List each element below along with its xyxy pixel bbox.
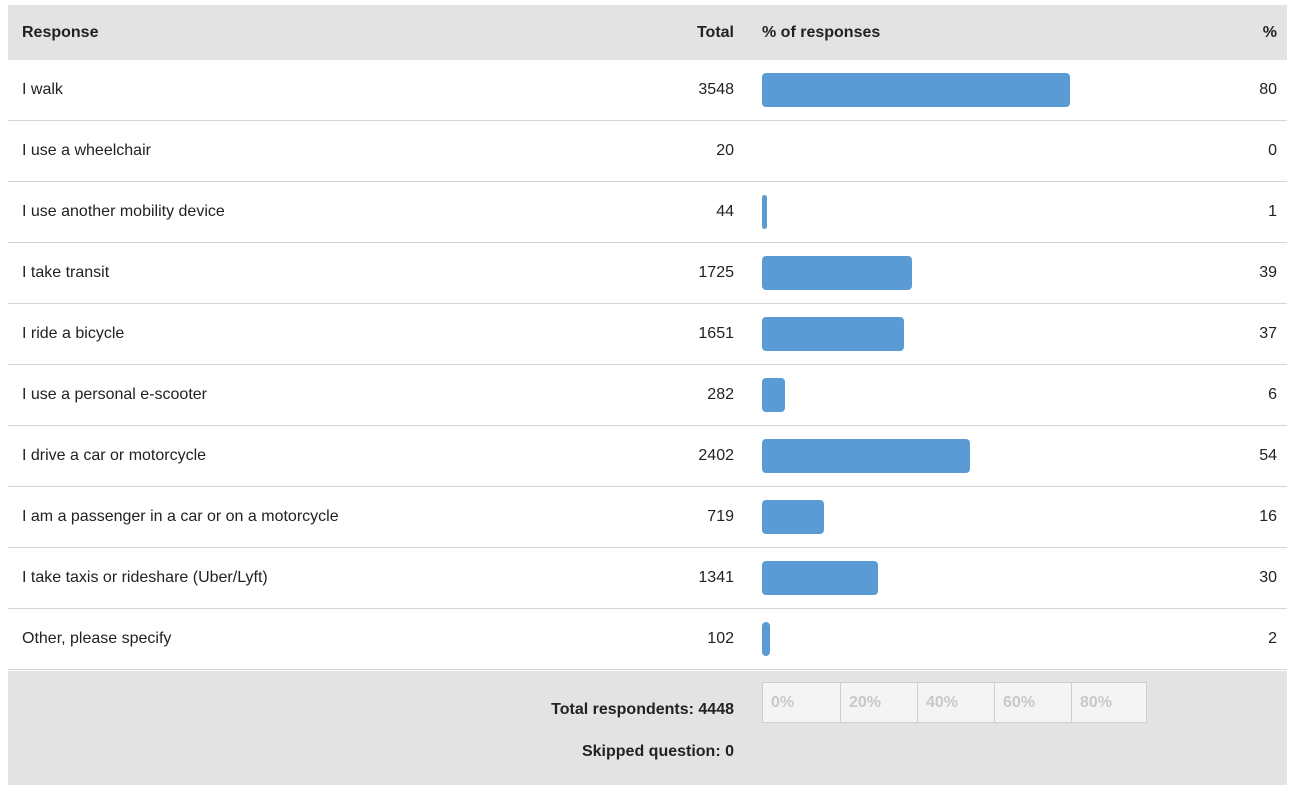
response-total: 1725 xyxy=(698,264,734,281)
response-label: I use a wheelchair xyxy=(22,142,151,159)
table-row: I use a wheelchair 20 0 xyxy=(8,121,1287,182)
total-respondents: Total respondents: 4448 xyxy=(551,701,734,718)
bar-area xyxy=(762,548,1147,608)
header-response: Response xyxy=(22,24,99,41)
response-percent: 80 xyxy=(1259,81,1277,98)
response-total: 2402 xyxy=(698,447,734,464)
axis-tick-label: 40% xyxy=(917,683,994,722)
response-percent: 0 xyxy=(1268,142,1277,159)
table-row: I am a passenger in a car or on a motorc… xyxy=(8,487,1287,548)
response-label: I take transit xyxy=(22,264,110,281)
response-label: I ride a bicycle xyxy=(22,325,125,342)
response-label: I use a personal e-scooter xyxy=(22,386,207,403)
table-row: I drive a car or motorcycle 2402 54 xyxy=(8,426,1287,487)
percent-bar xyxy=(762,622,770,656)
response-label: I drive a car or motorcycle xyxy=(22,447,207,464)
percent-bar xyxy=(762,256,913,290)
table-row: I walk 3548 80 xyxy=(8,60,1287,121)
axis-tick-label: 20% xyxy=(840,683,917,722)
bar-area xyxy=(762,121,1147,181)
response-percent: 54 xyxy=(1259,447,1277,464)
response-total: 719 xyxy=(707,508,734,525)
response-total: 1341 xyxy=(698,569,734,586)
percent-bar xyxy=(762,378,786,412)
bar-area xyxy=(762,182,1147,242)
percent-bar xyxy=(762,73,1070,107)
percent-bar xyxy=(762,439,970,473)
response-label: I walk xyxy=(22,81,63,98)
skipped-question: Skipped question: 0 xyxy=(581,743,734,760)
table-body: I walk 3548 80 I use a wheelchair 20 0 I use a… xyxy=(8,60,1287,670)
table-row: I use a personal e-scooter 282 6 xyxy=(8,365,1287,426)
percent-bar xyxy=(762,317,905,351)
bar-area xyxy=(762,243,1147,303)
table-row: I ride a bicycle 1651 37 xyxy=(8,304,1287,365)
bar-area xyxy=(762,304,1147,364)
table-row: Other, please specify 102 2 xyxy=(8,609,1287,670)
header-percent-of-responses: % of responses xyxy=(762,24,881,41)
response-total: 3548 xyxy=(698,81,734,98)
table-row: I take taxis or rideshare (Uber/Lyft) 134… xyxy=(8,548,1287,609)
bar-area xyxy=(762,365,1147,425)
response-percent: 37 xyxy=(1259,325,1277,342)
table-header: Response Total % of responses % xyxy=(8,5,1287,60)
response-total: 20 xyxy=(716,142,734,159)
header-percent: % xyxy=(1262,24,1277,41)
percent-bar xyxy=(762,561,878,595)
header-total: Total xyxy=(696,24,734,41)
response-label: I take taxis or rideshare (Uber/Lyft) xyxy=(22,569,268,586)
response-percent: 16 xyxy=(1259,508,1277,525)
percent-bar xyxy=(762,195,767,229)
percent-bar xyxy=(762,500,824,534)
response-label: I use another mobility device xyxy=(22,203,225,220)
response-percent: 39 xyxy=(1259,264,1277,281)
response-label: I am a passenger in a car or on a motorc… xyxy=(22,508,339,525)
response-percent: 2 xyxy=(1268,630,1277,647)
bar-area xyxy=(762,487,1147,547)
response-total: 1651 xyxy=(698,325,734,342)
table-footer: Total respondents: 4448 Skipped question… xyxy=(8,671,1287,785)
response-percent: 1 xyxy=(1268,203,1277,220)
response-total: 102 xyxy=(707,630,734,647)
percent-axis: 0% 20% 40% 60% 80% xyxy=(762,682,1147,723)
response-total: 282 xyxy=(707,386,734,403)
axis-tick-label: 60% xyxy=(994,683,1071,722)
table-row: I use another mobility device 44 1 xyxy=(8,182,1287,243)
axis-tick-label: 80% xyxy=(1071,683,1148,722)
response-percent: 6 xyxy=(1268,386,1277,403)
bar-area xyxy=(762,60,1147,120)
response-percent: 30 xyxy=(1259,569,1277,586)
response-label: Other, please specify xyxy=(22,630,172,647)
bar-area xyxy=(762,426,1147,486)
axis-tick-label: 0% xyxy=(771,694,795,711)
bar-area xyxy=(762,609,1147,669)
response-total: 44 xyxy=(716,203,734,220)
table-row: I take transit 1725 39 xyxy=(8,243,1287,304)
